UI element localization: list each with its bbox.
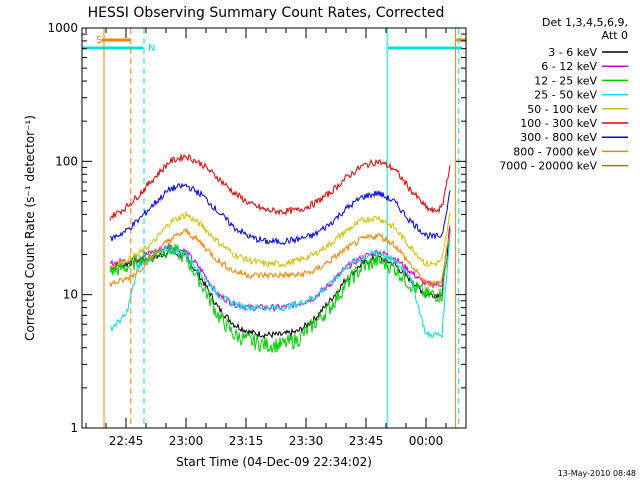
legend-label-8: 800 - 7000 keV bbox=[513, 145, 597, 158]
night-flag-label: N bbox=[148, 43, 155, 54]
x-axis-label: Start Time (04-Dec-09 22:34:02) bbox=[176, 455, 372, 469]
legend-header-line-1: Det 1,3,4,5,6,9, bbox=[542, 16, 628, 29]
plot-frame bbox=[81, 27, 467, 429]
x-tick-label-2: 23:00 bbox=[169, 434, 204, 448]
series-line-6 bbox=[109, 153, 451, 221]
x-tick-label-6: 00:00 bbox=[409, 434, 444, 448]
series-line-7 bbox=[109, 182, 451, 246]
x-tick-label-4: 23:30 bbox=[289, 434, 324, 448]
legend-label-5: 50 - 100 keV bbox=[527, 103, 597, 116]
legend-label-6: 100 - 300 keV bbox=[520, 117, 597, 130]
observing-flags: SN bbox=[82, 28, 466, 428]
series-line-4 bbox=[109, 233, 451, 339]
y-tick-label-1: 1 bbox=[70, 421, 78, 435]
legend-label-3: 12 - 25 keV bbox=[534, 74, 597, 87]
series-lines bbox=[109, 153, 451, 353]
x-tick-label-5: 23:45 bbox=[349, 434, 384, 448]
y-axis-label: Corrected Count Rate (s⁻¹ detector⁻¹) bbox=[23, 115, 37, 341]
y-tick-label-3: 100 bbox=[55, 154, 78, 168]
legend-label-7: 300 - 800 keV bbox=[520, 131, 597, 144]
legend-label-9: 7000 - 20000 keV bbox=[499, 160, 597, 173]
footer-timestamp: 13-May-2010 08:48 bbox=[558, 469, 636, 478]
axis-ticks: 22:45 23:00 23:15 23:30 23:45 00:00 1 10 100 1000 bbox=[47, 21, 466, 448]
legend-header-line-2: Att 0 bbox=[602, 29, 628, 42]
series-line-8 bbox=[109, 227, 451, 288]
x-tick-label-1: 22:45 bbox=[109, 434, 144, 448]
series-line-5 bbox=[109, 210, 451, 270]
legend-label-2: 6 - 12 keV bbox=[541, 60, 597, 73]
y-tick-label-2: 10 bbox=[63, 288, 78, 302]
legend-label-1: 3 - 6 keV bbox=[548, 46, 597, 59]
legend-label-4: 25 - 50 keV bbox=[534, 89, 597, 102]
y-tick-label-4: 1000 bbox=[47, 21, 78, 35]
series-line-3 bbox=[109, 230, 451, 353]
chart-title: HESSI Observing Summary Count Rates, Cor… bbox=[88, 5, 445, 21]
x-tick-label-3: 23:15 bbox=[229, 434, 264, 448]
saa-flag-label: S bbox=[96, 35, 102, 46]
